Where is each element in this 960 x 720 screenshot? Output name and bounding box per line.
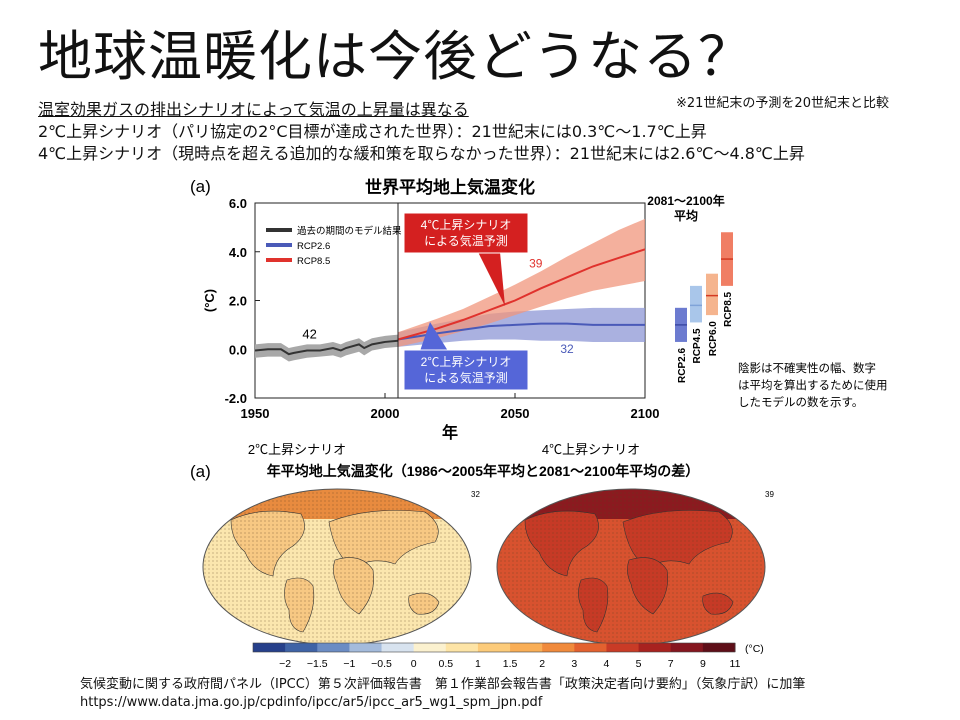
colorbar-tick-label: 7 <box>668 658 674 670</box>
y-tick-label: -2.0 <box>225 391 247 406</box>
avg-bar-label: RCP8.5 <box>723 291 734 326</box>
legend-label: RCP2.6 <box>297 241 330 252</box>
colorbar-tick-label: 11 <box>730 658 741 670</box>
y-tick-label: 0.0 <box>229 342 247 357</box>
map-panel-label: (a) <box>190 462 211 481</box>
colorbar-tick-label: 0 <box>411 658 417 670</box>
intro-4c-line: 4℃上昇シナリオ（現時点を超える追加的な緩和策を取らなかった世界）：21世紀末に… <box>38 144 805 163</box>
historical-model-count: 42 <box>302 326 316 341</box>
colorbar-segment <box>638 643 672 652</box>
source-text: 気候変動に関する政府間パネル（IPCC）第５次評価報告書 第１作業部会報告書「政… <box>80 677 806 692</box>
shade-explanation: 陰影は不確実性の幅、数字は平均を算出するために使用したモデルの数を示す。 <box>738 361 888 409</box>
intro-2c-line: 2℃上昇シナリオ（パリ協定の2°C目標が達成された世界）：21世紀末には0.3℃… <box>38 122 707 141</box>
colorbar-segment <box>285 643 318 652</box>
y-axis-label: (°C) <box>202 289 217 312</box>
historical-mean-line <box>254 339 399 356</box>
colorbar-segment <box>702 643 736 652</box>
colorbar-tick-label: 0.5 <box>438 658 453 670</box>
significance-stipple <box>497 489 765 645</box>
x-tick-label: 2100 <box>631 406 660 421</box>
rcp26-uncertainty-band <box>398 307 645 347</box>
intro-text: 温室効果ガスの排出シナリオによって気温の上昇量は異なる 2℃上昇シナリオ（パリ協… <box>38 99 805 165</box>
avg-bar-label: RCP4.5 <box>692 328 703 363</box>
rcp85-callout-box <box>403 212 529 254</box>
intro-lead: 温室効果ガスの排出シナリオによって気温の上昇量は異なる <box>38 100 469 119</box>
rcp26-callout-box <box>403 349 529 391</box>
map-4c <box>497 489 765 645</box>
avg-range-bar-rcp60 <box>706 273 718 316</box>
x-tick-label: 2000 <box>371 406 400 421</box>
comparison-note: ※21世紀末の予測を20世紀末と比較 <box>676 96 889 111</box>
rcp26-callout-text: 2℃上昇シナリオによる気温予測 <box>421 355 512 385</box>
colorbar-segment <box>349 643 383 652</box>
panel-label: (a) <box>190 177 211 196</box>
map-panel-title: 年平均地上気温変化（1986～2005年平均と2081～2100年平均の差） <box>267 463 700 479</box>
source-url[interactable]: https://www.data.jma.go.jp/cpdinfo/ipcc/… <box>80 695 543 710</box>
y-tick-label: 4.0 <box>229 245 247 260</box>
legend-label: RCP8.5 <box>297 256 330 267</box>
rcp26-callout-pointer <box>420 322 448 351</box>
colorbar-segment <box>542 643 575 652</box>
x-tick-label: 2050 <box>501 406 530 421</box>
avg-bar-label: RCP2.6 <box>677 348 688 383</box>
colorbar-tick-label: 2 <box>539 658 545 670</box>
colorbar-tick-label: 1.5 <box>503 658 518 670</box>
page-title: 地球温暖化は今後どうなる？ <box>38 25 753 88</box>
side-panel-title: 2081～2100年平均 <box>647 193 724 223</box>
map-4c-scenario-label: 4℃上昇シナリオ <box>542 442 640 457</box>
map-2c <box>203 489 471 645</box>
colorbar-segment <box>510 643 543 652</box>
colorbar-tick-label: −1 <box>343 658 355 670</box>
source-citation: 気候変動に関する政府間パネル（IPCC）第５次評価報告書 第１作業部会報告書「政… <box>80 676 805 712</box>
colorbar-tick-label: −1.5 <box>307 658 328 670</box>
chart-title: 世界平均地上気温変化 <box>365 177 535 197</box>
colorbar-tick-label: 4 <box>604 658 610 670</box>
colorbar-unit: (°C) <box>745 643 764 655</box>
rcp85-mean-line <box>397 248 646 341</box>
y-tick-label: 2.0 <box>229 294 247 309</box>
colorbar-tick-label: 9 <box>700 658 706 670</box>
x-axis-label: 年 <box>442 423 458 442</box>
colorbar-tick-label: 3 <box>571 658 577 670</box>
avg-bar-label: RCP6.0 <box>708 321 719 356</box>
legend-label: 過去の期間のモデル結果 <box>297 225 402 237</box>
colorbar-segment <box>253 643 286 652</box>
rcp26-model-count: 32 <box>560 342 574 356</box>
map-2c-model-count: 32 <box>471 490 480 499</box>
colorbar-tick-label: 5 <box>636 658 642 670</box>
colorbar-segment <box>477 643 511 652</box>
rcp26-mean-line <box>397 322 645 341</box>
rcp85-model-count: 39 <box>529 257 543 271</box>
map-4c-model-count: 39 <box>765 490 774 499</box>
colorbar-segment <box>606 643 640 652</box>
avg-range-bar-rcp45 <box>690 285 702 323</box>
colorbar-segment <box>574 643 607 652</box>
colorbar-tick-label: 1 <box>475 658 481 670</box>
significance-stipple <box>203 489 471 645</box>
colorbar-tick-label: −2 <box>279 658 291 670</box>
colorbar-tick-label: −0.5 <box>371 658 392 670</box>
x-tick-label: 1950 <box>241 406 270 421</box>
colorbar-segment <box>413 643 447 652</box>
rcp85-uncertainty-band <box>398 218 645 347</box>
map-2c-scenario-label: 2℃上昇シナリオ <box>248 442 346 457</box>
colorbar-segment <box>381 643 415 652</box>
rcp85-callout-pointer <box>478 252 505 306</box>
colorbar-segment <box>317 643 350 652</box>
colorbar-segment <box>445 643 479 652</box>
colorbar-frame <box>252 642 736 653</box>
historical-uncertainty-band <box>255 334 398 362</box>
colorbar-segment <box>670 643 704 652</box>
rcp85-callout-text: 4℃上昇シナリオによる気温予測 <box>421 218 512 248</box>
y-tick-label: 6.0 <box>229 196 247 211</box>
